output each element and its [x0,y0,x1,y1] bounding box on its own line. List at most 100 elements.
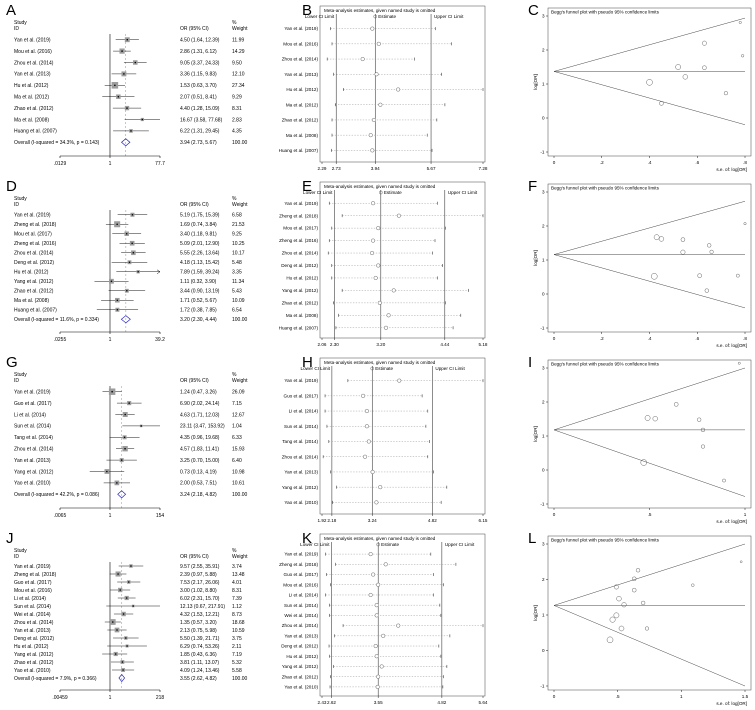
sens-estimate-point [374,603,379,608]
funnel-study-point [743,222,747,226]
sens-x-tick-label: 3.24 [368,518,377,523]
sens-x-tick-label: 4.82 [428,518,437,523]
funnel-study-point [704,288,709,293]
funnel-study-point [659,101,664,106]
point-estimate [116,223,118,226]
sens-estimate-point [373,644,378,649]
point-estimate [124,413,127,416]
study-label: Yang et al. (2012) [14,279,54,285]
point-estimate [116,482,118,484]
study-label: Wei et al. (2014) [14,612,51,618]
forest-header-id: ID [14,26,19,32]
sens-study-label: Yao et al. (2010) [284,500,318,505]
study-or-ci: 2.00 (0.53, 7.51) [180,481,217,487]
forest-header-study: Study [14,372,27,378]
sens-study-label: Yan et al. (2019) [284,201,318,206]
sens-estimate-point [370,469,375,474]
sens-x-tick-label: 2.43 [318,700,327,705]
funnel-study-point [631,587,637,593]
study-or-ci: 1.85 (0.43, 6.36) [180,652,217,658]
legend-lower-ci: Lower CI Limit [305,14,335,19]
study-weight: 10.17 [232,251,245,257]
forest-x-tick-label: .0129 [54,161,67,167]
study-or-ci: 5.50 (1.39, 21.71) [180,636,220,642]
forest-header-weight: Weight [232,202,248,208]
study-weight: 9.29 [232,95,242,101]
sens-estimate-point [376,226,381,231]
point-estimate [123,436,126,439]
forest-x-tick-label: 1 [109,695,112,701]
study-weight: 6.33 [232,435,242,441]
study-weight: 4.01 [232,580,242,586]
study-label: Deng et al. (2012) [14,636,54,642]
funnel-x-tick-label: .4 [648,336,652,341]
study-weight: 2.11 [232,644,242,650]
funnel-study-point [641,600,646,606]
study-label: Yao et al. (2010) [14,481,51,487]
funnel-y-label: log[OR] [533,605,538,621]
forest-x-tick-label: 154 [156,513,165,519]
funnel-x-tick-label: 1.5 [742,694,749,699]
funnel-study-point [722,478,726,483]
overall-weight: 100.00 [232,140,248,146]
sens-study-label: Zheng et al. (2016) [279,238,318,243]
sens-study-label: Yang et al. (2012) [282,288,319,293]
funnel-study-point [707,243,712,248]
funnel-y-label: log[OR] [533,426,538,442]
funnel-y-tick-label: 1 [542,82,545,87]
forest-x-tick-label: .0255 [54,337,67,343]
funnel-study-point [613,612,620,619]
overall-diamond [120,315,131,324]
study-label: Yan et al. (2013) [14,72,51,78]
study-or-ci: 3.40 (1.18, 9.81) [180,232,217,238]
forest-x-tick-label: 218 [156,695,165,701]
funnel-study-point [635,568,641,573]
panel-letter-F: F [528,178,537,195]
forest-x-tick-label: 77.7 [155,161,165,167]
funnel-study-point [680,249,686,255]
study-or-ci: 5.55 (2.26, 13.64) [180,251,220,257]
study-or-ci: 3.25 (0.70, 15.00) [180,458,220,464]
study-or-ci: 2.07 (0.51, 8.41) [180,95,217,101]
sens-estimate-point [371,238,376,243]
study-or-ci: 2.86 (1.31, 6.12) [180,49,217,55]
study-label: Yan et al. (2019) [14,564,51,570]
study-weight: 11.34 [232,279,244,285]
study-label: Mou et al. (2016) [14,49,52,55]
sens-x-tick-label: 3.94 [371,166,380,171]
sens-frame [319,533,486,697]
sens-estimate-point [371,117,376,122]
forest-header-or: OR (95% CI) [180,202,209,208]
study-weight: 10.09 [232,298,245,304]
study-label: Deng et al. (2012) [14,260,54,266]
funnel-x-tick-label: 0 [553,694,556,699]
study-weight: 10.61 [232,481,245,487]
study-label: Li et al. (2014) [14,596,46,602]
funnel-x-label: s.e. of: log[OR] [716,701,747,706]
funnel-study-point [709,249,714,254]
funnel-x-tick-label: .2 [600,160,604,165]
funnel-study-point [621,602,627,608]
study-weight: 5.48 [232,260,242,266]
funnel-x-tick-label: .2 [600,336,604,341]
funnel-study-point [736,273,740,278]
study-or-ci: 1.71 (0.52, 5.67) [180,298,217,304]
study-label: Yan et al. (2019) [14,213,51,219]
sens-estimate-point [368,133,373,138]
funnel-study-point [697,417,702,422]
point-estimate [137,270,139,273]
point-estimate [117,573,119,575]
study-label: Tang et al. (2014) [14,435,53,441]
funnel-study-point [674,402,679,407]
sens-study-label: Yang et al. (2012) [282,485,319,490]
funnel-title: Begg's funnel plot with pseudo 95% confi… [551,10,660,15]
sens-study-label: Yan et al. (2013) [284,72,318,77]
sens-estimate-point [378,102,383,107]
study-weight: 7.19 [232,652,242,658]
study-label: Zhou et al. (2014) [14,447,54,453]
funnel-frame [547,183,752,333]
funnel-frame [547,535,752,691]
study-or-ci: 12.13 (0.67, 217.91) [180,604,225,610]
legend-upper-ci: Upper CI Limit [448,190,478,195]
study-or-ci: 3.36 (1.15, 9.83) [180,72,217,78]
